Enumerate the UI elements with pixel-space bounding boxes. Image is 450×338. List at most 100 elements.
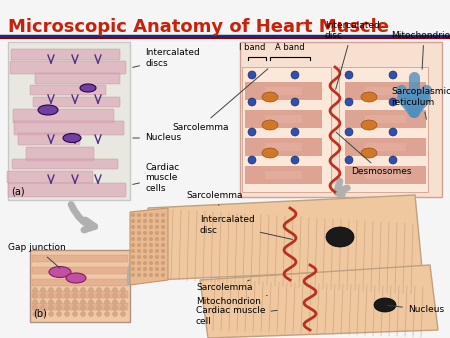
FancyBboxPatch shape xyxy=(13,109,114,123)
Circle shape xyxy=(57,299,62,305)
Circle shape xyxy=(149,225,153,229)
Circle shape xyxy=(161,273,165,277)
Circle shape xyxy=(121,293,126,298)
Circle shape xyxy=(49,299,54,305)
Circle shape xyxy=(345,98,353,106)
Circle shape xyxy=(131,237,135,241)
Circle shape xyxy=(104,288,109,292)
Circle shape xyxy=(89,312,94,316)
Bar xyxy=(365,87,405,95)
Circle shape xyxy=(32,299,37,305)
Circle shape xyxy=(96,293,102,298)
Circle shape xyxy=(155,249,159,253)
Bar xyxy=(245,166,322,184)
Bar xyxy=(265,115,302,123)
Ellipse shape xyxy=(361,148,377,158)
Circle shape xyxy=(72,306,77,311)
Text: Sarcolemma: Sarcolemma xyxy=(172,69,268,131)
Circle shape xyxy=(96,312,102,316)
Circle shape xyxy=(291,156,299,164)
Circle shape xyxy=(155,255,159,259)
Circle shape xyxy=(96,288,102,292)
Circle shape xyxy=(112,299,117,305)
Bar xyxy=(242,67,331,192)
Circle shape xyxy=(57,312,62,316)
Circle shape xyxy=(137,231,141,235)
Circle shape xyxy=(104,299,109,305)
Circle shape xyxy=(32,293,37,298)
Bar xyxy=(365,171,405,179)
Text: Sarcoplasmic
reticulum: Sarcoplasmic reticulum xyxy=(392,87,450,119)
Circle shape xyxy=(143,267,147,271)
Circle shape xyxy=(161,243,165,247)
FancyBboxPatch shape xyxy=(11,49,120,60)
Circle shape xyxy=(143,255,147,259)
Ellipse shape xyxy=(49,266,71,277)
Circle shape xyxy=(389,156,397,164)
Bar xyxy=(8,42,130,200)
Polygon shape xyxy=(130,208,168,285)
Circle shape xyxy=(248,71,256,79)
Circle shape xyxy=(49,312,54,316)
Bar xyxy=(265,171,302,179)
Circle shape xyxy=(161,213,165,217)
Text: Gap junction: Gap junction xyxy=(8,243,66,268)
FancyBboxPatch shape xyxy=(26,147,94,161)
Bar xyxy=(265,143,302,151)
Bar xyxy=(345,166,426,184)
Circle shape xyxy=(149,267,153,271)
Text: Intercalated
discs: Intercalated discs xyxy=(133,48,200,68)
Circle shape xyxy=(155,219,159,223)
Text: Microscopic Anatomy of Heart Muscle: Microscopic Anatomy of Heart Muscle xyxy=(8,18,389,36)
Circle shape xyxy=(248,128,256,136)
Circle shape xyxy=(161,261,165,265)
Text: Mitochondrion: Mitochondrion xyxy=(392,31,450,69)
Circle shape xyxy=(131,261,135,265)
Text: Nucleus: Nucleus xyxy=(388,305,444,314)
Circle shape xyxy=(248,156,256,164)
Circle shape xyxy=(131,273,135,277)
Bar xyxy=(365,115,405,123)
Circle shape xyxy=(89,288,94,292)
Circle shape xyxy=(155,231,159,235)
Circle shape xyxy=(137,225,141,229)
Circle shape xyxy=(137,273,141,277)
Circle shape xyxy=(137,255,141,259)
Circle shape xyxy=(64,312,69,316)
Circle shape xyxy=(149,237,153,241)
Text: Cardiac
muscle
cells: Cardiac muscle cells xyxy=(133,163,179,193)
Circle shape xyxy=(40,299,45,305)
Circle shape xyxy=(64,288,69,292)
Circle shape xyxy=(161,225,165,229)
Circle shape xyxy=(32,312,37,316)
Circle shape xyxy=(131,225,135,229)
Text: Sarcolemma: Sarcolemma xyxy=(196,280,252,292)
Circle shape xyxy=(131,255,135,259)
Circle shape xyxy=(149,219,153,223)
Circle shape xyxy=(149,231,153,235)
Circle shape xyxy=(137,249,141,253)
Text: A band: A band xyxy=(275,43,305,52)
Circle shape xyxy=(64,293,69,298)
Bar xyxy=(245,138,322,156)
Circle shape xyxy=(121,312,126,316)
Bar xyxy=(245,82,322,100)
Circle shape xyxy=(161,255,165,259)
Ellipse shape xyxy=(262,92,278,102)
Circle shape xyxy=(81,306,86,311)
Text: (a): (a) xyxy=(11,186,25,196)
Bar xyxy=(32,267,128,274)
Circle shape xyxy=(137,237,141,241)
Circle shape xyxy=(149,273,153,277)
Ellipse shape xyxy=(80,84,96,92)
Bar xyxy=(339,67,428,192)
Text: Intercalated
disc: Intercalated disc xyxy=(325,21,380,89)
Circle shape xyxy=(89,299,94,305)
Bar xyxy=(345,110,426,128)
Text: Nucleus: Nucleus xyxy=(133,134,181,143)
Ellipse shape xyxy=(262,148,278,158)
Ellipse shape xyxy=(38,105,58,115)
Circle shape xyxy=(104,293,109,298)
Circle shape xyxy=(89,293,94,298)
Text: Intercalated
disc: Intercalated disc xyxy=(200,215,292,239)
